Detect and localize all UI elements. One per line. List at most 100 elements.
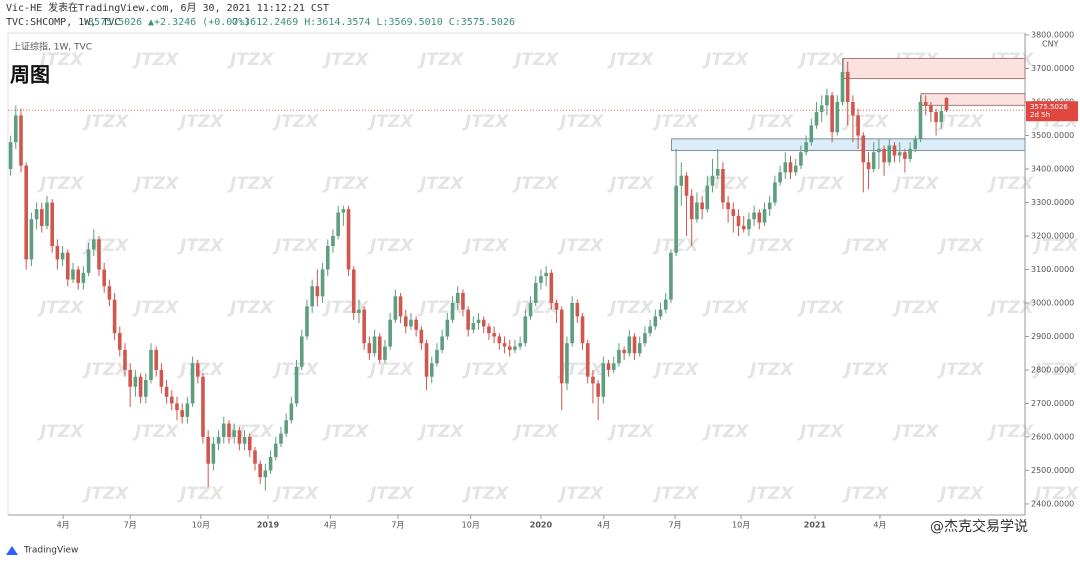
candle-body	[409, 319, 413, 327]
legend: 上证综指, 1W, TVC	[12, 41, 92, 53]
candle-body	[580, 316, 585, 344]
watermark: JTZX	[177, 236, 224, 256]
candle-body	[273, 443, 278, 458]
candle-body	[341, 209, 346, 213]
watermark: JTZX	[512, 50, 559, 70]
watermark: JTZX	[987, 298, 1034, 318]
candle-body	[663, 299, 668, 310]
candle-body	[138, 376, 143, 397]
candle-body	[736, 215, 741, 226]
watermark: JTZX	[987, 174, 1034, 194]
candle-body	[715, 168, 720, 176]
candle-body	[918, 102, 923, 139]
watermark: JTZX	[842, 236, 889, 256]
candle-body	[611, 363, 616, 370]
candle-body	[809, 125, 814, 143]
watermark: JTZX	[462, 360, 509, 380]
watermark: JTZX	[892, 174, 939, 194]
signature: @杰克交易学说	[930, 518, 1028, 535]
candle-body	[471, 323, 476, 330]
candle-body	[346, 209, 351, 270]
candle-body	[76, 269, 80, 283]
x-tick-label: 7月	[124, 521, 137, 530]
watermark: JTZX	[272, 112, 319, 132]
header-ohlc: O:3612.2469 H:3614.3574 L:3569.5010 C:35…	[232, 17, 515, 28]
candle-body	[190, 363, 195, 404]
header-line1: Vic-HE 发表在TradingView.com, 6月 30, 2021 1…	[6, 1, 329, 14]
chart-title: 周图	[10, 63, 50, 87]
candle-body	[773, 182, 777, 203]
candle-body	[804, 142, 808, 153]
watermark: JTZX	[367, 236, 414, 256]
x-tick-label: 4月	[873, 521, 886, 530]
candle-body	[102, 269, 106, 287]
currency: CNY	[1042, 40, 1059, 49]
y-tick-label: 3300.0000	[1031, 198, 1074, 207]
candle-body	[487, 326, 491, 334]
watermark: JTZX	[1032, 236, 1079, 256]
candle-body	[622, 349, 626, 354]
y-tick-label: 3000.0000	[1031, 298, 1074, 307]
candle-body	[944, 97, 949, 111]
candle-body	[227, 423, 231, 437]
candle-body	[424, 343, 429, 377]
candle-body	[331, 235, 335, 247]
candle-body	[752, 212, 756, 220]
candle-body	[284, 420, 288, 434]
watermark: JTZX	[227, 50, 274, 70]
candle-body	[497, 336, 502, 344]
candle-body	[180, 410, 184, 417]
candle-body	[627, 336, 632, 354]
candle-body	[55, 246, 60, 260]
candle-body	[523, 316, 528, 344]
candle-body	[851, 102, 855, 116]
y-tick-label: 2900.0000	[1031, 332, 1074, 341]
candle-body	[747, 219, 751, 230]
candle-body	[112, 299, 117, 334]
watermark: JTZX	[607, 298, 654, 318]
watermark: JTZX	[652, 484, 699, 504]
brand-logo: TradingView	[6, 546, 78, 556]
watermark: JTZX	[367, 484, 414, 504]
watermark: JTZX	[797, 422, 844, 442]
candle-body	[502, 343, 507, 347]
watermark: JTZX	[892, 422, 939, 442]
candle-body	[643, 333, 647, 344]
candle-body	[247, 436, 252, 451]
candle-body	[45, 202, 49, 226]
candle-body	[700, 202, 704, 210]
candle-body	[762, 209, 767, 223]
candle-body	[591, 376, 595, 384]
candle-body	[325, 246, 330, 270]
candle-body	[461, 292, 465, 310]
header-change: ▲+2.3246 (+0.07%)	[148, 17, 250, 28]
candle-body	[721, 168, 725, 203]
watermarks: JTZX JTZX JTZX JTZX JTZX JTZX JTZX JTZX JTZX JTZX…	[37, 50, 1079, 504]
candle-body	[601, 363, 606, 397]
candle-body	[549, 272, 554, 303]
candle-body	[674, 185, 678, 253]
candle-body	[232, 430, 236, 437]
x-tick-label: 4月	[57, 521, 70, 530]
candle-body	[440, 336, 444, 350]
watermark: JTZX	[132, 422, 179, 442]
countdown: 2d 5h	[1030, 111, 1050, 119]
candle-body	[91, 239, 96, 250]
candle-body	[861, 135, 866, 163]
candle-body	[830, 95, 834, 133]
watermark: JTZX	[322, 174, 369, 194]
candle-body	[658, 309, 663, 317]
x-tick-label: 10月	[192, 521, 210, 530]
candle-body	[154, 349, 158, 370]
y-tick-label: 2500.0000	[1031, 466, 1074, 475]
watermark: JTZX	[272, 236, 319, 256]
candle-body	[705, 185, 710, 210]
candle-body	[398, 296, 403, 317]
candle-body	[362, 309, 366, 344]
candle-body	[923, 102, 928, 106]
y-tick-label: 2700.0000	[1031, 399, 1074, 408]
watermark: JTZX	[702, 422, 749, 442]
watermark: JTZX	[842, 112, 889, 132]
watermark: JTZX	[1032, 484, 1079, 504]
candle-body	[242, 436, 247, 444]
